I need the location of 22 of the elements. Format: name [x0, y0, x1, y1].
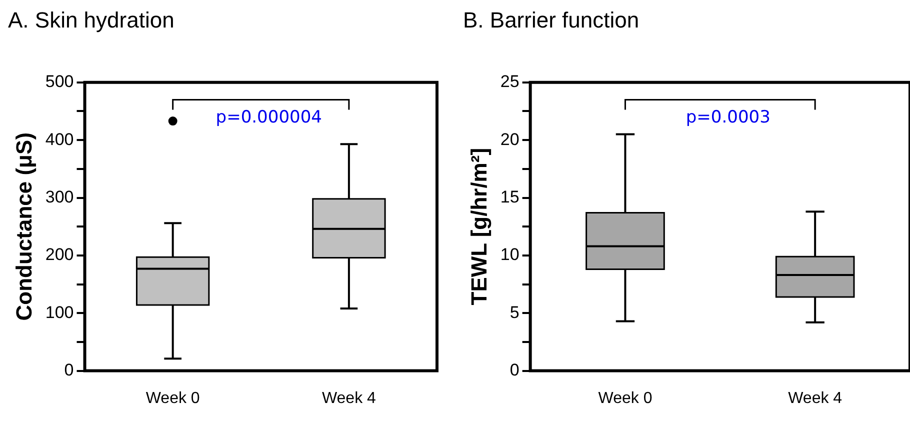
- y-tick-label: 300: [45, 187, 74, 206]
- x-tick-label: Week 0: [146, 390, 200, 407]
- y-tick-label: 500: [45, 72, 74, 92]
- y-tick-label: 5: [510, 302, 520, 322]
- chart-title: B. Barrier function: [463, 7, 640, 32]
- y-tick-label: 100: [45, 302, 74, 322]
- annotation: p=0.000004: [216, 108, 322, 128]
- y-tick-label: 25: [500, 72, 520, 92]
- x-tick-label: Week 0: [598, 390, 652, 407]
- y-tick-label: 15: [500, 187, 520, 206]
- y-tick-label: 10: [500, 245, 520, 264]
- y-tick-label: 0: [64, 360, 74, 380]
- y-tick-label: 0: [510, 360, 520, 380]
- y-tick-label: 400: [45, 130, 74, 149]
- y-tick-label: 200: [45, 245, 74, 264]
- y-axis-title: Conductance (μS): [11, 132, 36, 321]
- y-tick-label: 20: [500, 130, 520, 149]
- annotation: p=0.0003: [686, 108, 770, 128]
- x-tick-label: Week 4: [788, 390, 842, 407]
- y-axis-title: TEWL [g/hr/m²]: [466, 148, 492, 306]
- x-tick-label: Week 4: [322, 390, 376, 407]
- chart-title: A. Skin hydration: [8, 7, 174, 32]
